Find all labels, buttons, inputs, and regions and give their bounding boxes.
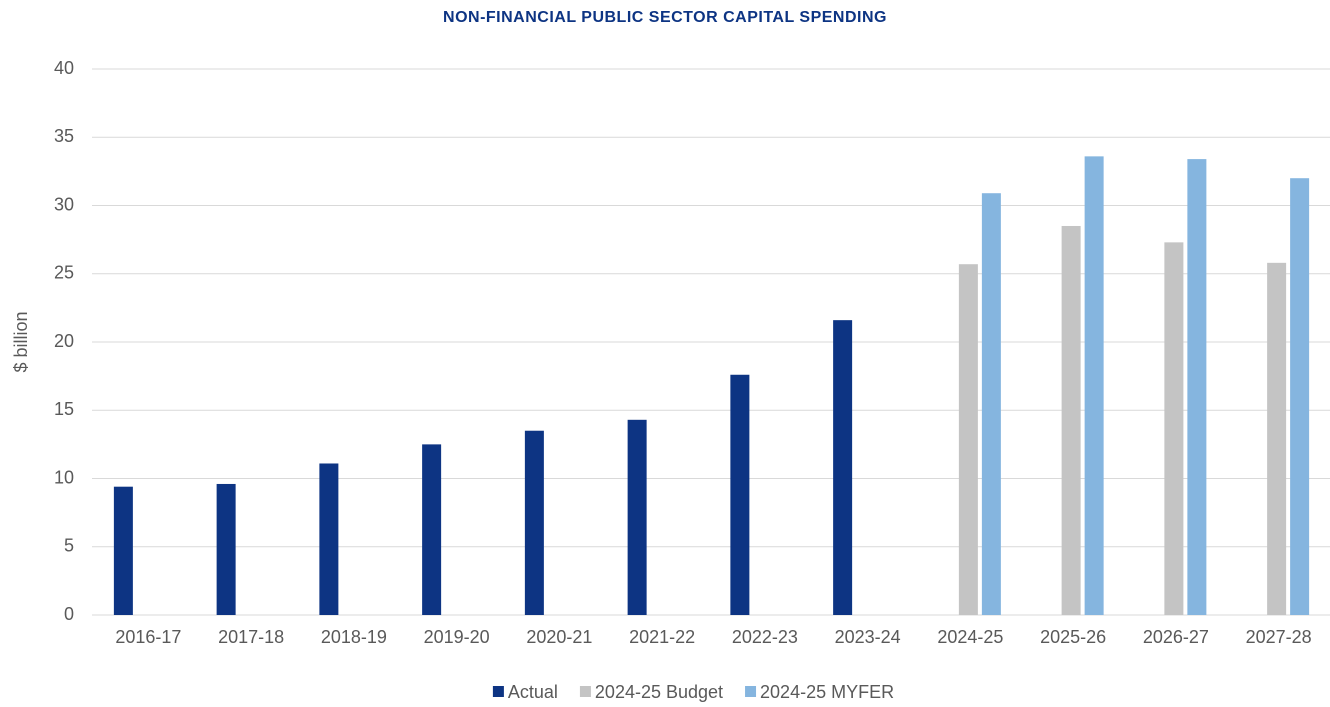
y-tick-label: 15 — [54, 399, 74, 419]
legend-label: Actual — [508, 682, 558, 702]
y-tick-label: 35 — [54, 126, 74, 146]
legend-marker — [579, 686, 591, 697]
bar — [833, 320, 853, 615]
y-tick-label: 5 — [64, 536, 74, 556]
y-tick-label: 10 — [54, 467, 74, 487]
bar — [113, 486, 133, 615]
x-tick-label: 2016-17 — [115, 627, 181, 647]
x-tick-label: 2027-28 — [1246, 627, 1312, 647]
bar — [981, 193, 1001, 615]
x-tick-label: 2026-27 — [1143, 627, 1209, 647]
x-tick-label: 2020-21 — [526, 627, 592, 647]
x-tick-label: 2021-22 — [629, 627, 695, 647]
bar — [1164, 242, 1184, 616]
bar — [958, 264, 978, 615]
bar — [1084, 156, 1104, 616]
y-tick-label: 40 — [54, 58, 74, 78]
bar — [319, 463, 339, 615]
x-tick-label: 2022-23 — [732, 627, 798, 647]
bar — [524, 430, 544, 615]
x-tick-label: 2023-24 — [835, 627, 901, 647]
bar — [422, 444, 442, 615]
legend-label: 2024-25 Budget — [595, 682, 723, 702]
legend-label: 2024-25 MYFER — [760, 682, 894, 702]
x-tick-label: 2025-26 — [1040, 627, 1106, 647]
bar — [1267, 262, 1287, 615]
legend-marker — [745, 686, 757, 697]
y-tick-label: 0 — [64, 604, 74, 624]
y-tick-label: 25 — [54, 263, 74, 283]
y-tick-label: 30 — [54, 194, 74, 214]
bar — [1290, 178, 1310, 615]
y-axis-label: $ billion — [11, 311, 31, 372]
y-tick-label: 20 — [54, 331, 74, 351]
bar — [627, 419, 647, 615]
bar — [730, 374, 750, 615]
chart-title: NON-FINANCIAL PUBLIC SECTOR CAPITAL SPEN… — [443, 9, 887, 26]
legend-marker — [492, 686, 504, 697]
x-tick-label: 2017-18 — [218, 627, 284, 647]
x-tick-label: 2018-19 — [321, 627, 387, 647]
bar — [1061, 225, 1081, 615]
bar — [216, 483, 236, 615]
bar — [1187, 159, 1207, 615]
x-tick-label: 2024-25 — [937, 627, 1003, 647]
x-tick-label: 2019-20 — [424, 627, 490, 647]
